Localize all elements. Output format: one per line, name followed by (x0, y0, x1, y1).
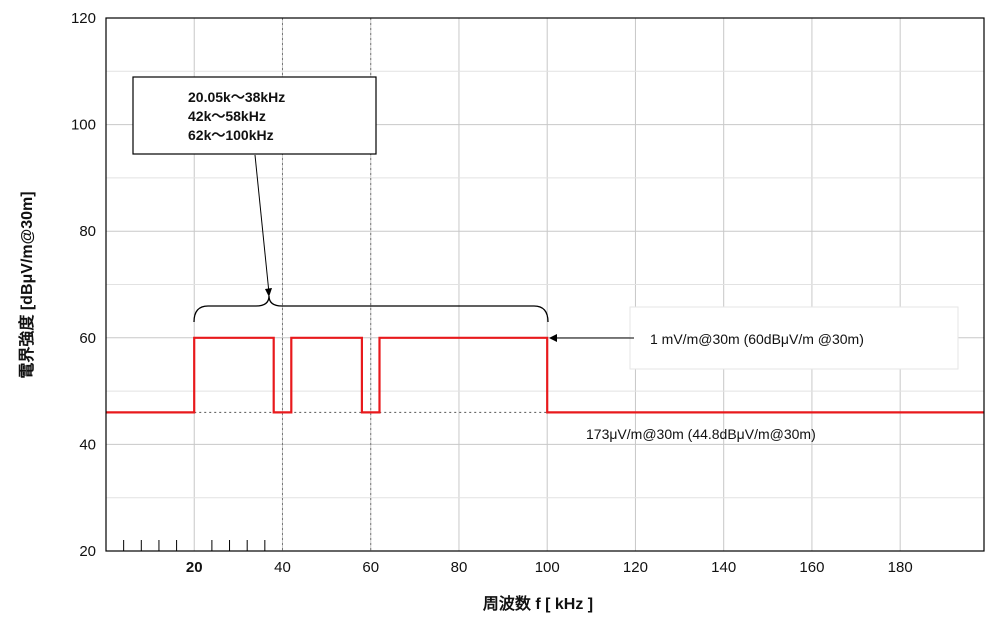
x-tick-label-120: 120 (623, 559, 648, 576)
band-label-2: 42k〜58kHz (188, 108, 266, 124)
band-label-3: 62k〜100kHz (188, 127, 274, 143)
band-label-1: 20.05k〜38kHz (188, 89, 285, 105)
x-tick-label-160: 160 (799, 559, 824, 576)
x-tick-label-140: 140 (711, 559, 736, 576)
series-line-0 (106, 336, 984, 414)
series-layer (106, 336, 984, 414)
x-tick-label-100: 100 (535, 559, 560, 576)
limit-high-label: 1 mV/m@30m (60dBμV/m @30m) (650, 331, 864, 347)
y-tick-label-60: 60 (79, 330, 96, 347)
plot-frame (105, 17, 985, 552)
x-tick-label-20: 20 (186, 559, 203, 576)
band-box-arrowhead (265, 288, 272, 297)
x-tick-labels: 20 40 60 80 100 120 140 160 180 (186, 559, 913, 576)
y-axis-label: 電界強度 [dBμV/m@30m] (17, 191, 36, 378)
y-tick-label-100: 100 (71, 117, 96, 134)
x-axis-label: 周波数 f [ kHz ] (483, 594, 593, 613)
y-tick-label-80: 80 (79, 223, 96, 240)
limit-high-arrowhead (549, 334, 557, 342)
x-tick-label-180: 180 (888, 559, 913, 576)
x-tick-label-80: 80 (451, 559, 468, 576)
y-tick-label-20: 20 (79, 543, 96, 560)
y-tick-label-40: 40 (79, 436, 96, 453)
limit-low-label: 173μV/m@30m (44.8dBμV/m@30m) (586, 426, 816, 442)
x-tick-label-40: 40 (274, 559, 291, 576)
band-box-leader-line (254, 154, 270, 294)
y-tick-label-120: 120 (71, 10, 96, 27)
y-tick-labels: 20 40 60 80 100 120 (71, 10, 96, 560)
x-tick-label-60: 60 (362, 559, 379, 576)
minor-tick-marks (123, 540, 266, 551)
band-annotation-box (132, 76, 377, 155)
